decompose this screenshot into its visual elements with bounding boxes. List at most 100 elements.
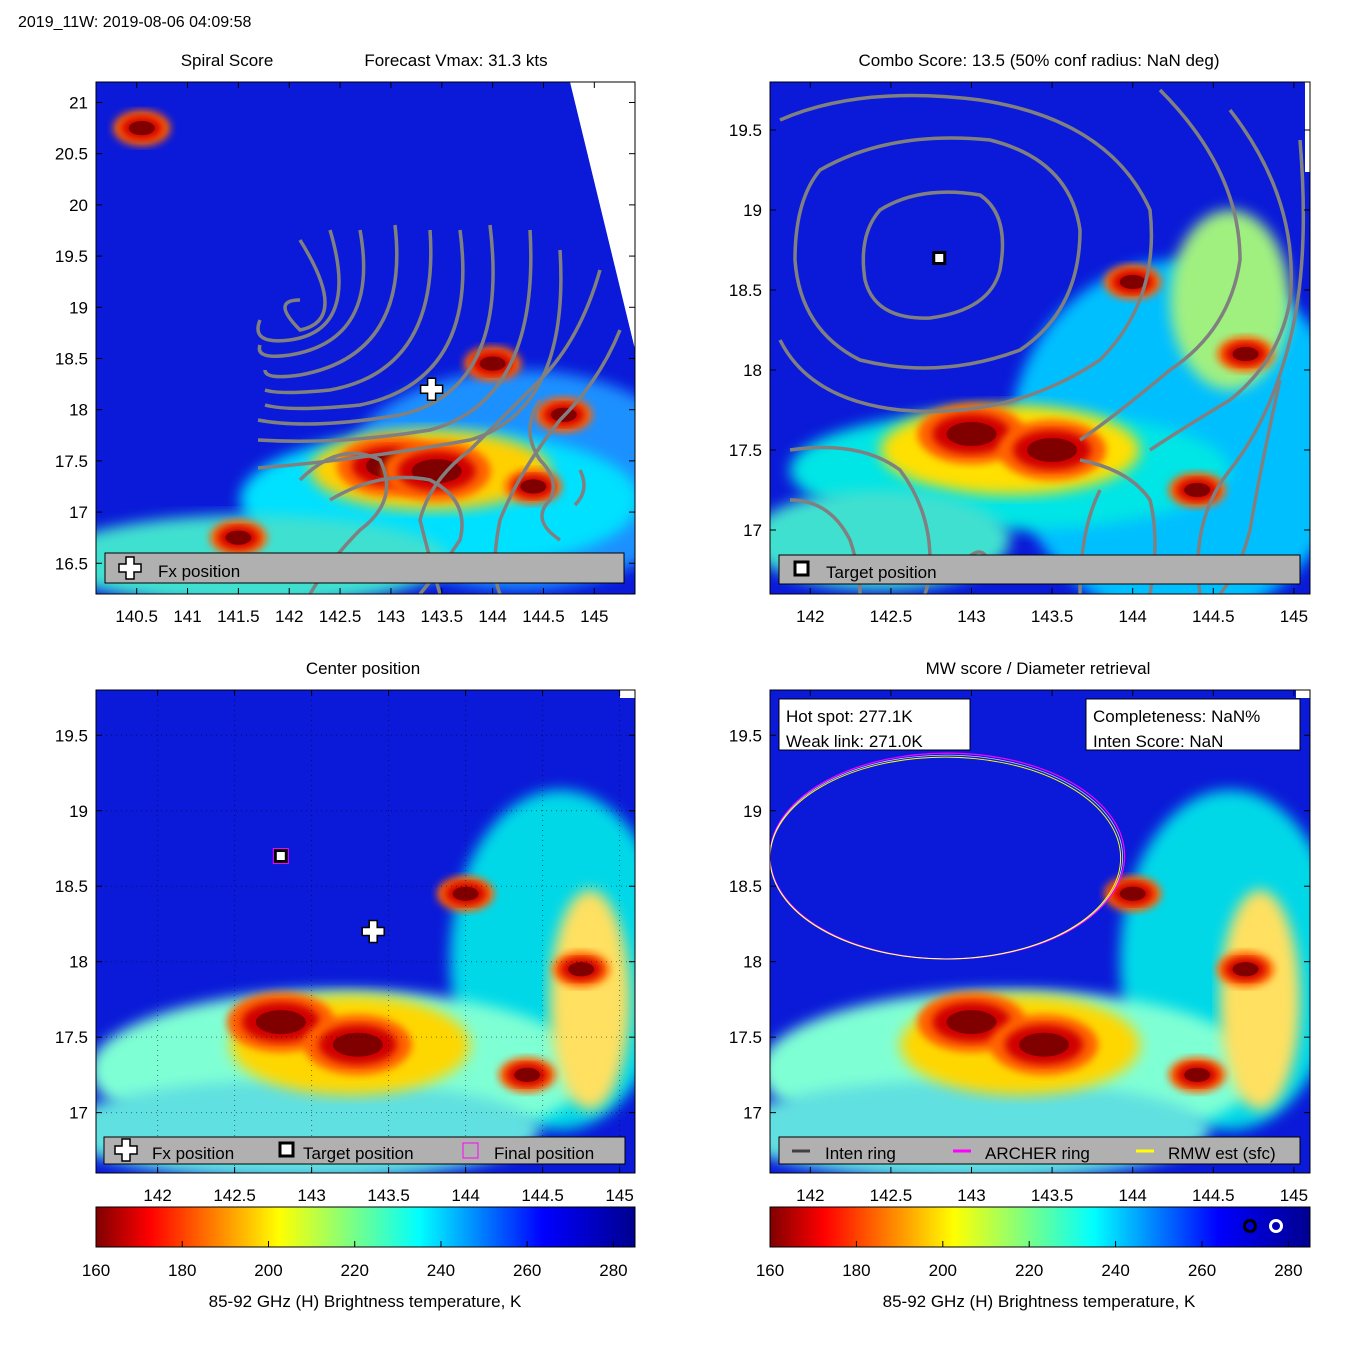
center-legend-final-label: Final position [494, 1144, 594, 1163]
cold-core-center [1119, 886, 1146, 901]
cold-core-center [1019, 1032, 1070, 1057]
y-tick-label: 21 [69, 93, 88, 112]
x-tick-label: 145 [1280, 1186, 1308, 1205]
combo-axes-frame [769, 81, 1311, 595]
center-axes-ticks: 142 142.5 143 143.5 144 144.5 145 17 17.5 18 18.5 1… [55, 690, 635, 1205]
panel-spiral-score: Spiral Score Forecast Vmax: 31.3 kts [55, 51, 636, 626]
fx-cross-icon [361, 919, 385, 944]
x-tick-label: 143 [297, 1186, 325, 1205]
center-target-position-marker [272, 848, 289, 865]
inten-ring [770, 754, 1123, 960]
mw-legend-inten-label: Inten ring [825, 1144, 896, 1163]
y-tick-label: 20 [69, 196, 88, 215]
spiral-contour [264, 229, 433, 395]
x-tick-label: 143.5 [367, 1186, 410, 1205]
colorbar-tick-label: 160 [756, 1261, 784, 1280]
center-legend-target-label: Target position [303, 1144, 414, 1163]
spiral-axes-frame [95, 81, 636, 595]
mw-inten-score-text: Inten Score: NaN [1093, 732, 1223, 751]
x-tick-label: 143 [957, 1186, 985, 1205]
colorbar-tick-label: 260 [1188, 1261, 1216, 1280]
cold-core-center [1232, 346, 1259, 362]
spiral-legend-box [104, 552, 625, 584]
cold-core-center [514, 1067, 541, 1082]
target-square-icon [932, 251, 947, 265]
y-tick-label: 17.5 [55, 1028, 88, 1047]
x-tick-label: 144.5 [1192, 1186, 1235, 1205]
colorbar-tick-label: 240 [1101, 1261, 1129, 1280]
y-tick-label: 18 [743, 953, 762, 972]
mw-heatmap: Hot spot: 277.1K Weak link: 271.0K Compl… [770, 690, 1310, 1173]
cold-core-center [332, 1032, 383, 1057]
x-tick-label: 144 [1118, 607, 1146, 626]
combo-contour [1196, 139, 1306, 594]
panel-center-position: Center position Fx position Target posit… [55, 659, 636, 1205]
x-tick-label: 142 [275, 607, 303, 626]
colorbar-tick-label: 220 [1015, 1261, 1043, 1280]
x-tick-label: 145 [580, 607, 608, 626]
spiral-contour [263, 224, 399, 379]
x-tick-label: 142 [796, 1186, 824, 1205]
mw-swath-edge [1296, 690, 1310, 698]
center-legend-square-icon [278, 1141, 295, 1158]
y-tick-label: 19 [69, 802, 88, 821]
y-tick-label: 17 [69, 1104, 88, 1123]
x-tick-label: 143 [377, 607, 405, 626]
cold-core-center [128, 121, 155, 136]
combo-legend-square-icon [793, 560, 810, 577]
mw-cold-cores [917, 875, 1275, 1093]
x-tick-label: 143.5 [1031, 1186, 1074, 1205]
colorbar-left: 160 180 200 220 240 260 280 85-92 GHz (H) Brig… [82, 1206, 636, 1311]
mw-legend-rmw-label: RMW est (sfc) [1168, 1144, 1276, 1163]
cold-core-center [1184, 482, 1211, 498]
center-fx-position-marker [361, 919, 385, 944]
x-tick-label: 140.5 [115, 607, 158, 626]
colorbar-tick-label: 260 [513, 1261, 541, 1280]
x-tick-label: 144 [451, 1186, 479, 1205]
y-tick-label: 18.5 [729, 281, 762, 300]
colorbar-tick-label: 200 [929, 1261, 957, 1280]
spiral-contour [256, 229, 341, 343]
mw-completeness-text: Completeness: NaN% [1093, 707, 1260, 726]
center-legend-magenta-square-icon [462, 1142, 479, 1159]
x-tick-label: 144.5 [1192, 607, 1235, 626]
y-tick-label: 19.5 [55, 247, 88, 266]
combo-contour [793, 136, 1082, 370]
colorbar-right-label: 85-92 GHz (H) Brightness temperature, K [883, 1292, 1196, 1311]
combo-contour [1079, 88, 1242, 442]
spiral-contour [264, 229, 465, 411]
combo-heatmap: Target position [770, 82, 1310, 594]
mw-axes-frame [769, 689, 1311, 1174]
cold-core-center [520, 479, 547, 494]
cold-core-center [1184, 1067, 1211, 1082]
x-tick-label: 144.5 [522, 607, 565, 626]
center-legend-cross-icon [114, 1138, 138, 1162]
y-tick-label: 18 [69, 953, 88, 972]
colorbar-tick-label: 200 [254, 1261, 282, 1280]
y-tick-label: 19.5 [729, 121, 762, 140]
combo-axes-ticks: 142 142.5 143 143.5 144 144.5 145 17 17.5 18 18.5 1… [729, 82, 1310, 626]
cold-core-center [479, 356, 506, 371]
center-legend-box [103, 1136, 626, 1165]
mw-axes-ticks: 142 142.5 143 143.5 144 144.5 145 17 17.5 18 18.5 1… [729, 690, 1310, 1205]
x-tick-label: 142.5 [213, 1186, 256, 1205]
spiral-legend-fx-label: Fx position [158, 562, 240, 581]
y-tick-label: 17 [743, 1104, 762, 1123]
y-tick-label: 20.5 [55, 145, 88, 164]
cold-core-center [225, 530, 252, 545]
panel-spiral-vmax: Forecast Vmax: 31.3 kts [364, 51, 547, 70]
x-tick-label: 142 [143, 1186, 171, 1205]
colorbar-left-ticks: 160 180 200 220 240 260 280 [82, 1241, 628, 1280]
mw-east-band [1220, 890, 1300, 1110]
colorbar-left-label: 85-92 GHz (H) Brightness temperature, K [209, 1292, 522, 1311]
mw-rings [770, 752, 1126, 960]
mw-hot-spot-text: Hot spot: 277.1K [786, 707, 913, 726]
colorbar-right: 160 180 200 220 240 260 280 85-92 GHz (H) Brig… [756, 1206, 1311, 1311]
x-tick-label: 145 [1280, 607, 1308, 626]
x-tick-label: 143 [957, 607, 985, 626]
mw-south-band [770, 1080, 1210, 1173]
fx-cross-icon [419, 377, 444, 401]
spiral-fx-position-marker [419, 377, 444, 401]
y-tick-label: 19 [743, 201, 762, 220]
cold-core-center [1232, 962, 1259, 977]
